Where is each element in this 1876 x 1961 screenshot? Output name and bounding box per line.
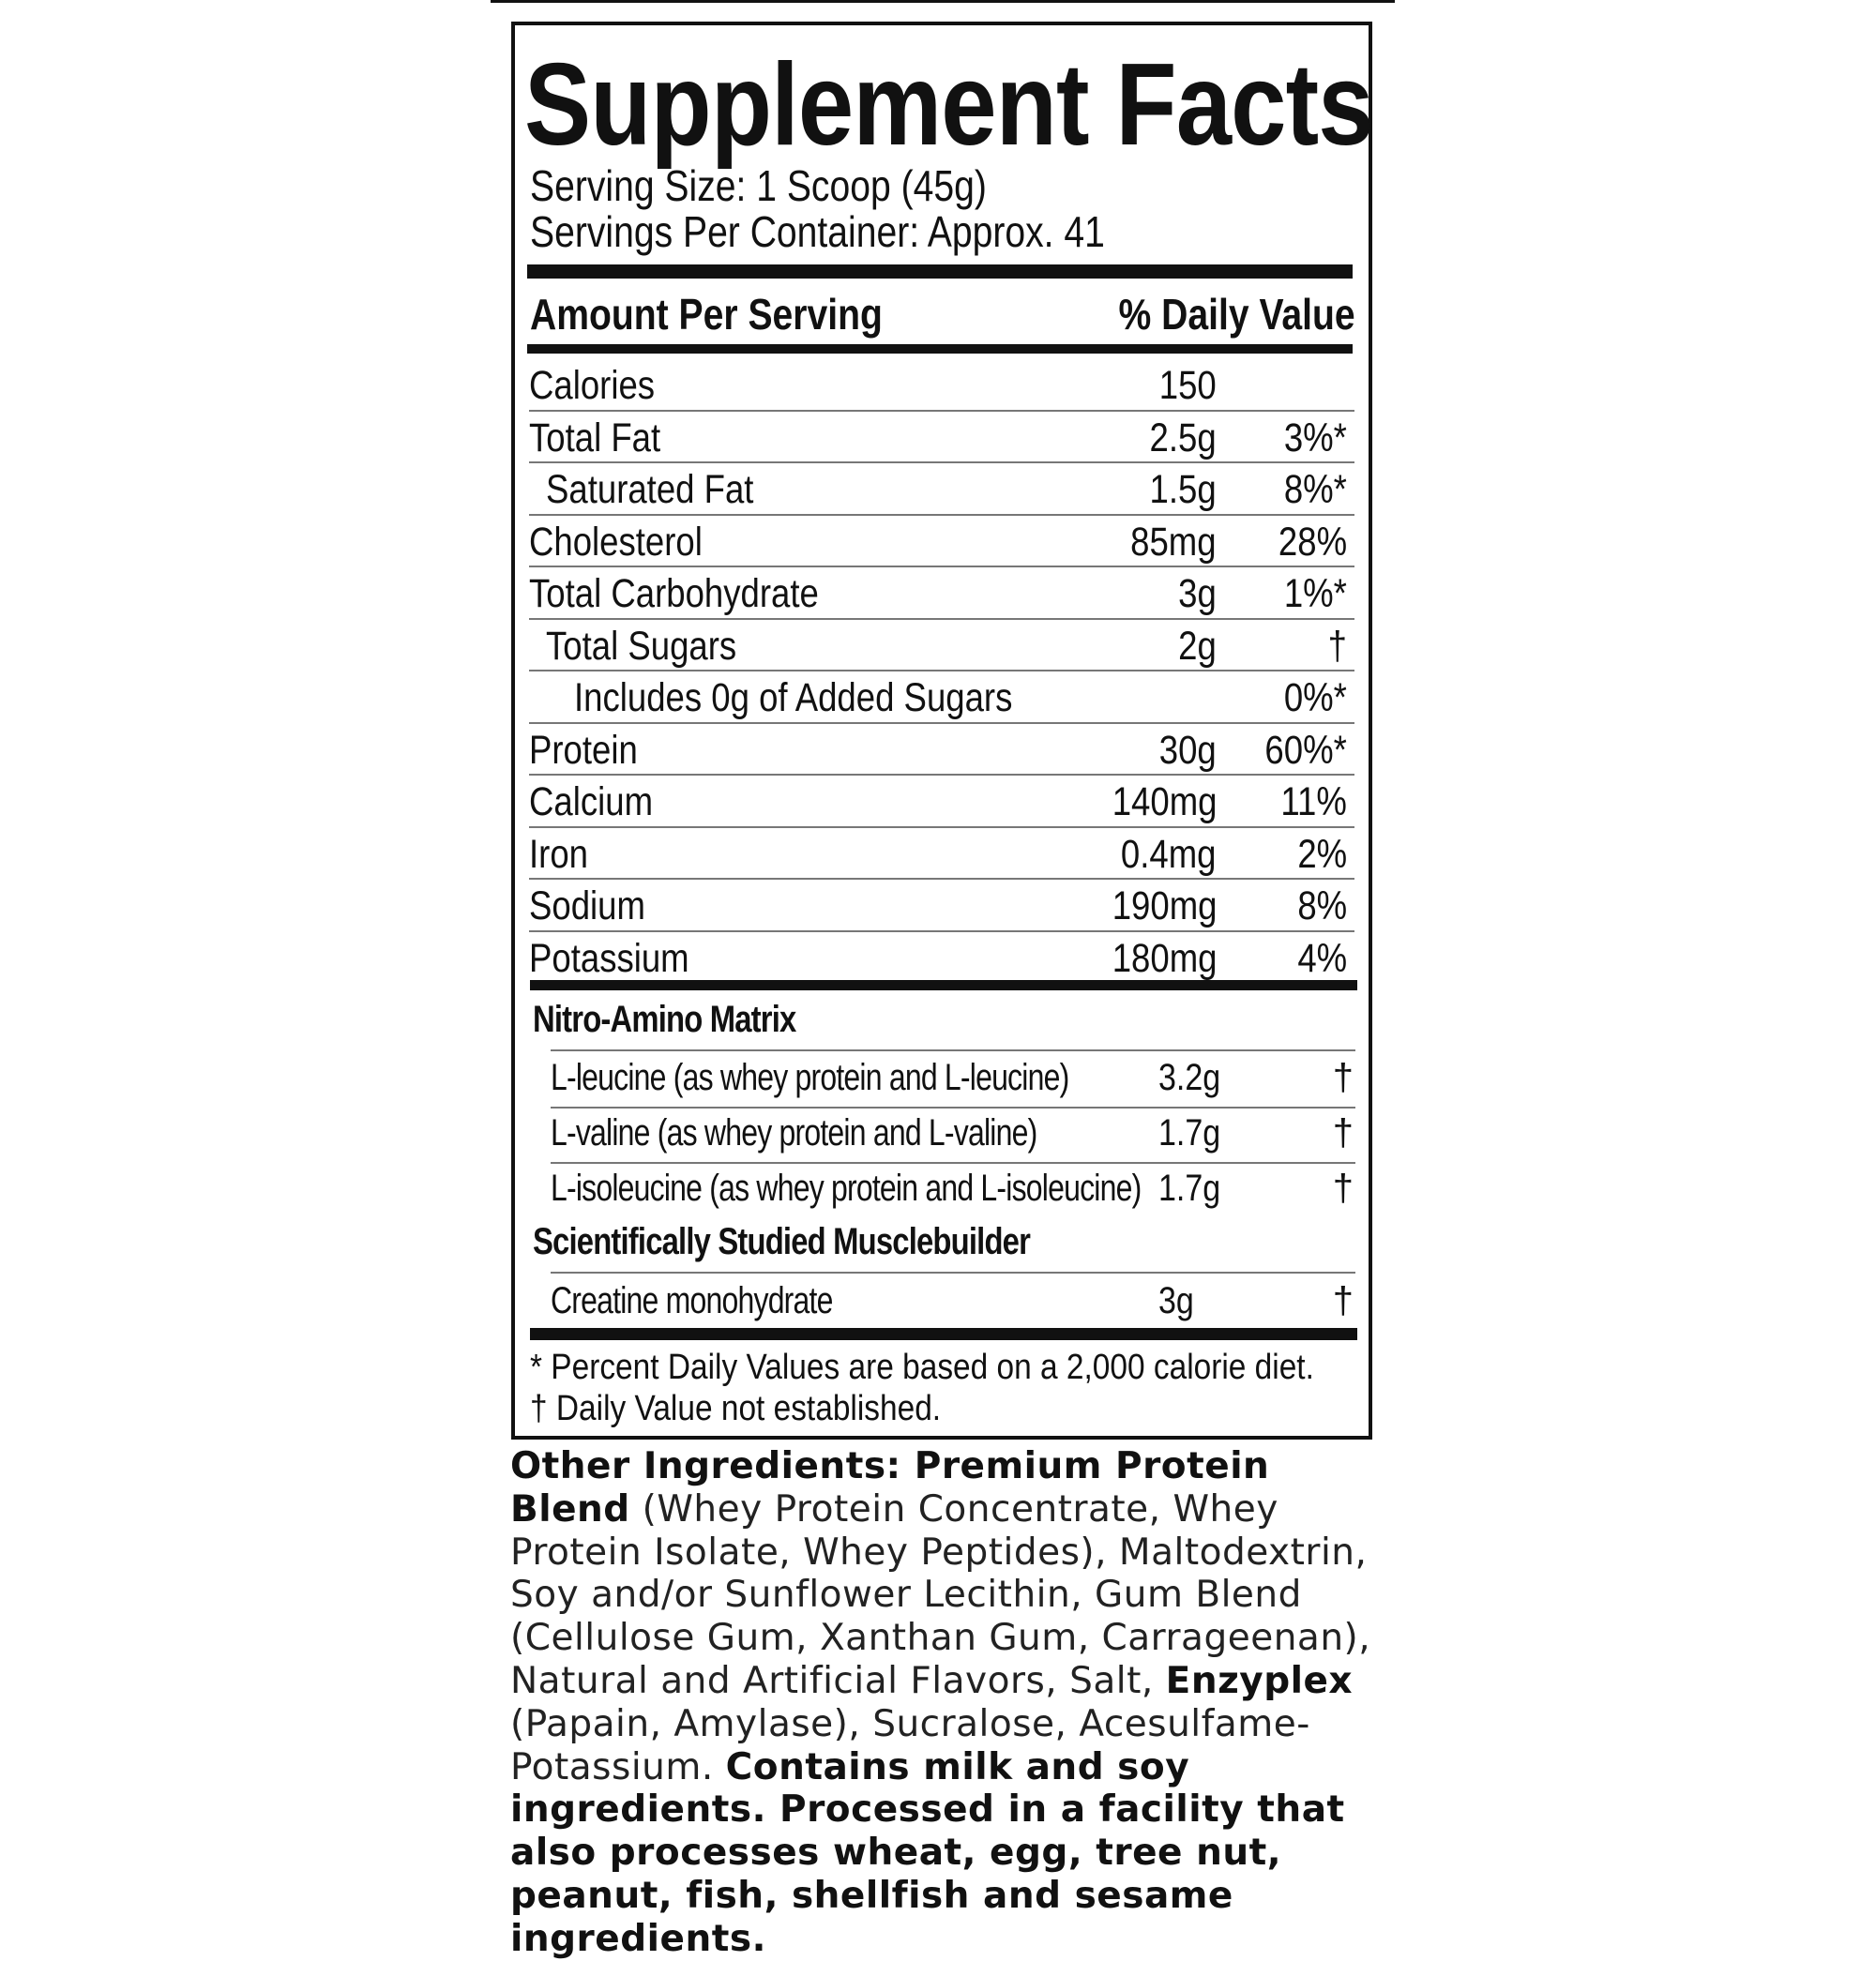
other-ingredients: Other Ingredients: Premium Protein Blend… (510, 1445, 1373, 1961)
ingredient-label: L-isoleucine (as whey protein and L-isol… (551, 1168, 1142, 1209)
amount-per-serving-header: Amount Per Serving (530, 290, 883, 339)
nutrient-label: Calories (529, 363, 656, 408)
nutrient-row: Includes 0g of Added Sugars 0%* (529, 671, 1354, 724)
ingredient-amount: 3g (1158, 1280, 1194, 1321)
ingredients-text: (Whey Protein Concentrate, Whey Protein … (510, 1487, 1371, 1702)
thick-divider (530, 980, 1357, 990)
ingredients-bold-text: Other Ingredients: Premium Protein Blend (510, 1445, 1270, 1531)
footnote-dagger: † Daily Value not established. (530, 1389, 942, 1428)
nutrient-row: Calcium 140mg 11% (529, 776, 1354, 828)
ingredient-amount: 3.2g (1158, 1057, 1221, 1098)
blend-ingredient-row: L-valine (as whey protein and L-valine) 1… (551, 1109, 1355, 1163)
nutrient-amount: 140mg (1112, 779, 1217, 824)
nutrient-label: Total Fat (529, 415, 661, 460)
nutrient-amount: 30g (1159, 727, 1217, 773)
nutrient-label: Total Carbohydrate (529, 571, 819, 616)
ingredient-label: Creatine monohydrate (551, 1280, 833, 1321)
nutrient-daily-value: 28% (1278, 519, 1347, 565)
daily-value-header: % Daily Value (1118, 290, 1355, 339)
ingredient-daily-value: † (1332, 1057, 1354, 1098)
column-header: Amount Per Serving % Daily Value (530, 289, 1355, 339)
nutrient-label: Total Sugars (546, 623, 737, 669)
nutrient-row: Calories 150 (529, 359, 1354, 412)
nutrient-label: Sodium (529, 883, 645, 928)
nutrient-amount: 85mg (1130, 519, 1217, 565)
nutrient-amount: 3g (1178, 571, 1217, 616)
top-rule (491, 0, 1395, 3)
nutrient-row: Sodium 190mg 8% (529, 880, 1354, 932)
nutrient-label: Protein (529, 727, 638, 773)
nutrient-daily-value: 60%* (1264, 727, 1347, 773)
nutrient-row: Total Carbohydrate 3g 1%* (529, 567, 1354, 620)
nutrient-row: Saturated Fat 1.5g 8%* (529, 463, 1354, 516)
nutrient-daily-value: 2% (1297, 831, 1347, 877)
nutrient-row: Potassium 180mg 4% (529, 932, 1354, 983)
ingredients-bold-text: Enzyplex (1165, 1659, 1354, 1702)
nutrient-row: Cholesterol 85mg 28% (529, 516, 1354, 567)
supplement-facts-panel: Supplement Facts Serving Size: 1 Scoop (… (511, 22, 1374, 1440)
nutrient-amount: 150 (1159, 363, 1217, 408)
nutrient-amount: 2.5g (1149, 415, 1217, 460)
nutrient-table: Calories 150 Total Fat 2.5g 3%* Saturated Fat… (529, 359, 1354, 982)
nutrient-daily-value: 8% (1297, 883, 1347, 928)
blend-title-nitro-amino: Nitro-Amino Matrix (533, 999, 796, 1040)
row-divider (551, 1162, 1355, 1164)
ingredient-amount: 1.7g (1158, 1168, 1221, 1209)
row-divider (551, 1107, 1355, 1109)
nutrient-row: Iron 0.4mg 2% (529, 828, 1354, 880)
nutrient-label: Includes 0g of Added Sugars (574, 675, 1013, 720)
row-divider (551, 1049, 1355, 1051)
nutrient-label: Cholesterol (529, 519, 703, 565)
row-divider (551, 1272, 1355, 1274)
servings-per-container: Servings Per Container: Approx. 41 (530, 207, 1105, 256)
nutrient-daily-value: 11% (1280, 779, 1347, 824)
footnote-percent-dv: * Percent Daily Values are based on a 2,… (530, 1348, 1314, 1387)
blend-ingredient-row: L-leucine (as whey protein and L-leucine… (551, 1053, 1355, 1108)
nutrient-label: Saturated Fat (546, 467, 754, 512)
ingredients-text: (Papain, Amylase), Sucralose, Acesulfame… (510, 1702, 1310, 1788)
ingredient-daily-value: † (1332, 1112, 1354, 1154)
blend-ingredient-row: L-isoleucine (as whey protein and L-isol… (551, 1164, 1355, 1218)
thick-divider (527, 264, 1353, 279)
nutrient-daily-value: 3%* (1283, 415, 1347, 460)
nutrient-row: Total Sugars 2g † (529, 620, 1354, 671)
blend-ingredient-row: Creatine monohydrate 3g † (551, 1276, 1355, 1331)
ingredient-label: L-leucine (as whey protein and L-leucine… (551, 1057, 1069, 1098)
thick-divider (530, 1328, 1357, 1340)
ingredient-amount: 1.7g (1158, 1112, 1221, 1154)
ingredient-daily-value: † (1332, 1280, 1354, 1321)
nutrient-daily-value: 0%* (1283, 675, 1347, 720)
medium-divider (527, 344, 1353, 354)
nutrient-daily-value: 1%* (1283, 571, 1347, 616)
nutrient-amount: 2g (1178, 623, 1217, 669)
ingredient-label: L-valine (as whey protein and L-valine) (551, 1112, 1037, 1154)
nutrient-label: Calcium (529, 779, 654, 824)
nutrient-daily-value: 4% (1297, 935, 1347, 981)
nutrient-row: Protein 30g 60%* (529, 724, 1354, 776)
nutrient-label: Iron (529, 831, 588, 877)
serving-size: Serving Size: 1 Scoop (45g) (530, 161, 987, 210)
nutrient-amount: 180mg (1112, 935, 1217, 981)
nutrient-daily-value: † (1327, 623, 1347, 669)
ingredient-daily-value: † (1332, 1168, 1354, 1209)
panel-title: Supplement Facts (524, 40, 1374, 170)
nutrient-amount: 190mg (1112, 883, 1217, 928)
blend-title-musclebuilder: Scientifically Studied Musclebuilder (533, 1221, 1031, 1262)
nutrient-label: Potassium (529, 935, 689, 981)
nutrient-amount: 1.5g (1149, 467, 1217, 512)
nutrient-daily-value: 8%* (1283, 467, 1347, 512)
nutrient-amount: 0.4mg (1121, 831, 1217, 877)
nutrient-row: Total Fat 2.5g 3%* (529, 412, 1354, 463)
